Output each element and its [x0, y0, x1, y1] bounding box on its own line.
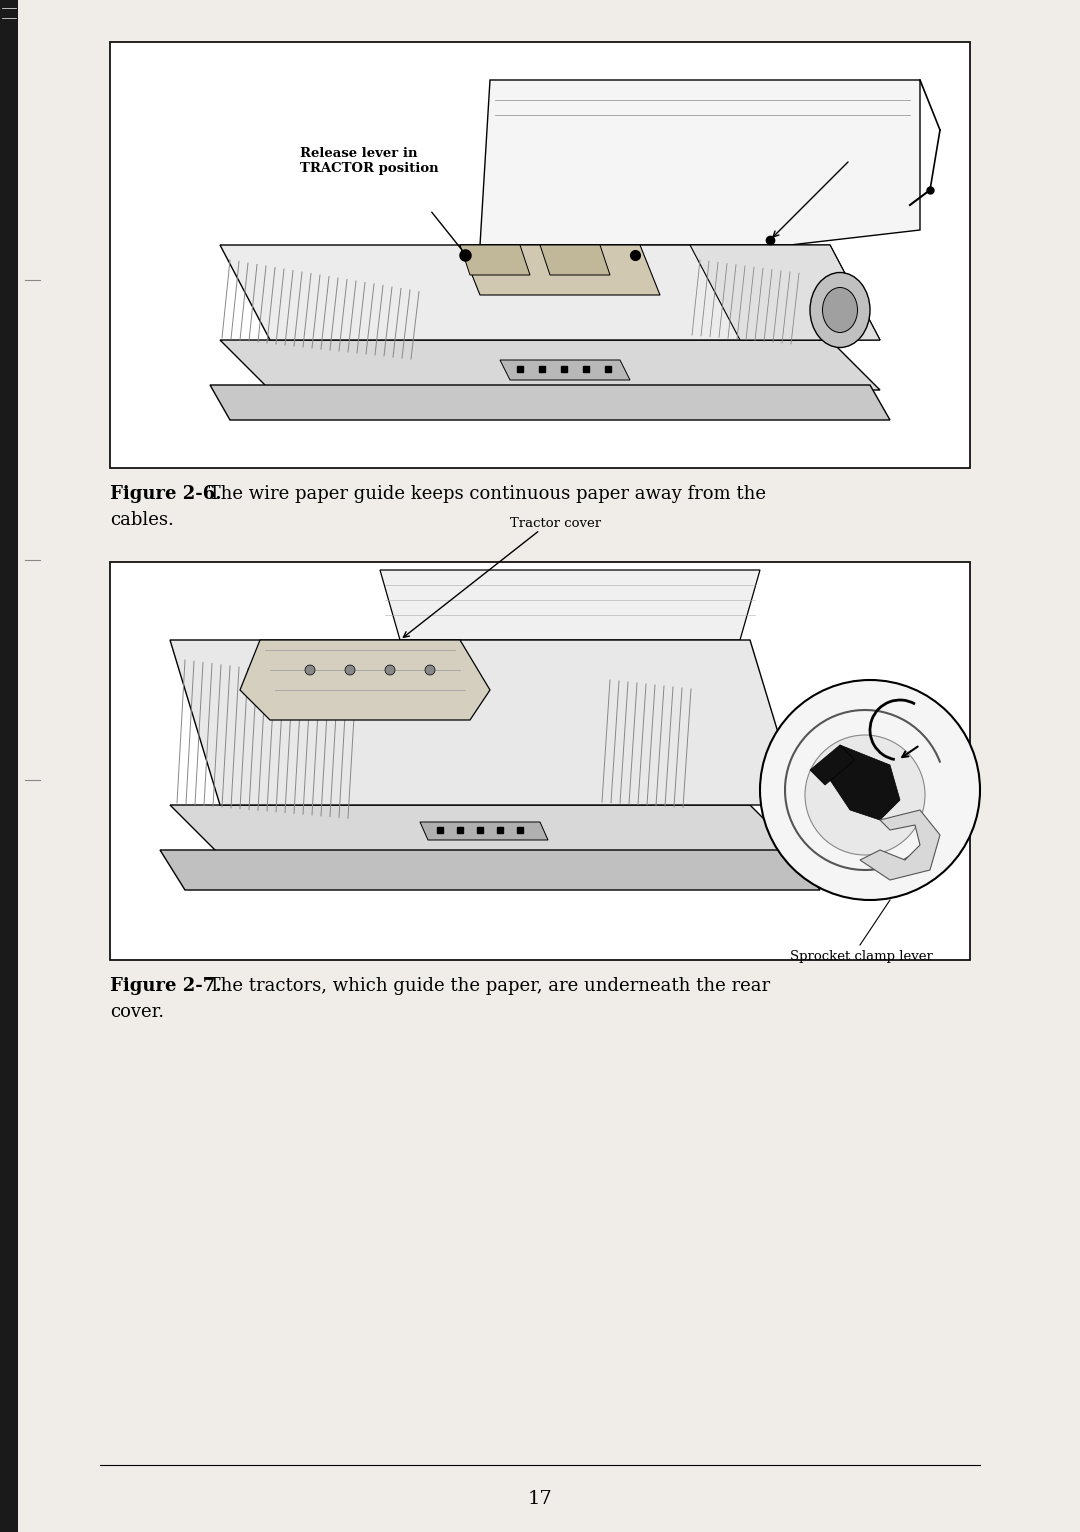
- Text: Tractor cover: Tractor cover: [510, 516, 602, 530]
- Polygon shape: [540, 245, 610, 276]
- Circle shape: [760, 680, 980, 899]
- Polygon shape: [690, 245, 880, 340]
- Text: Release lever in
TRACTOR position: Release lever in TRACTOR position: [300, 147, 438, 175]
- Text: cover.: cover.: [110, 1003, 164, 1020]
- Polygon shape: [831, 745, 900, 820]
- Polygon shape: [210, 385, 890, 420]
- Ellipse shape: [810, 273, 870, 348]
- Ellipse shape: [823, 288, 858, 332]
- Circle shape: [384, 665, 395, 676]
- Text: The tractors, which guide the paper, are underneath the rear: The tractors, which guide the paper, are…: [203, 977, 770, 994]
- Bar: [110, 562, 970, 961]
- Circle shape: [305, 665, 315, 676]
- Circle shape: [805, 735, 924, 855]
- Polygon shape: [460, 245, 660, 296]
- Polygon shape: [860, 810, 940, 879]
- Text: 17: 17: [528, 1491, 552, 1507]
- Text: Figure 2-7.: Figure 2-7.: [110, 977, 221, 994]
- Polygon shape: [480, 80, 920, 245]
- Text: Figure 2-6.: Figure 2-6.: [110, 486, 221, 502]
- Polygon shape: [170, 804, 800, 855]
- Bar: [0, 0, 18, 1532]
- Polygon shape: [460, 245, 530, 276]
- Circle shape: [426, 665, 435, 676]
- Polygon shape: [240, 640, 490, 720]
- Polygon shape: [220, 340, 880, 391]
- Polygon shape: [810, 745, 855, 784]
- Text: cables.: cables.: [110, 512, 174, 529]
- Polygon shape: [160, 850, 820, 890]
- Polygon shape: [500, 360, 630, 380]
- Polygon shape: [380, 570, 760, 640]
- Text: The wire paper guide keeps continuous paper away from the: The wire paper guide keeps continuous pa…: [203, 486, 766, 502]
- Polygon shape: [220, 245, 880, 340]
- Circle shape: [345, 665, 355, 676]
- Text: Sprocket clamp lever: Sprocket clamp lever: [789, 950, 933, 964]
- Bar: [110, 41, 970, 467]
- Polygon shape: [170, 640, 800, 804]
- Polygon shape: [420, 823, 548, 840]
